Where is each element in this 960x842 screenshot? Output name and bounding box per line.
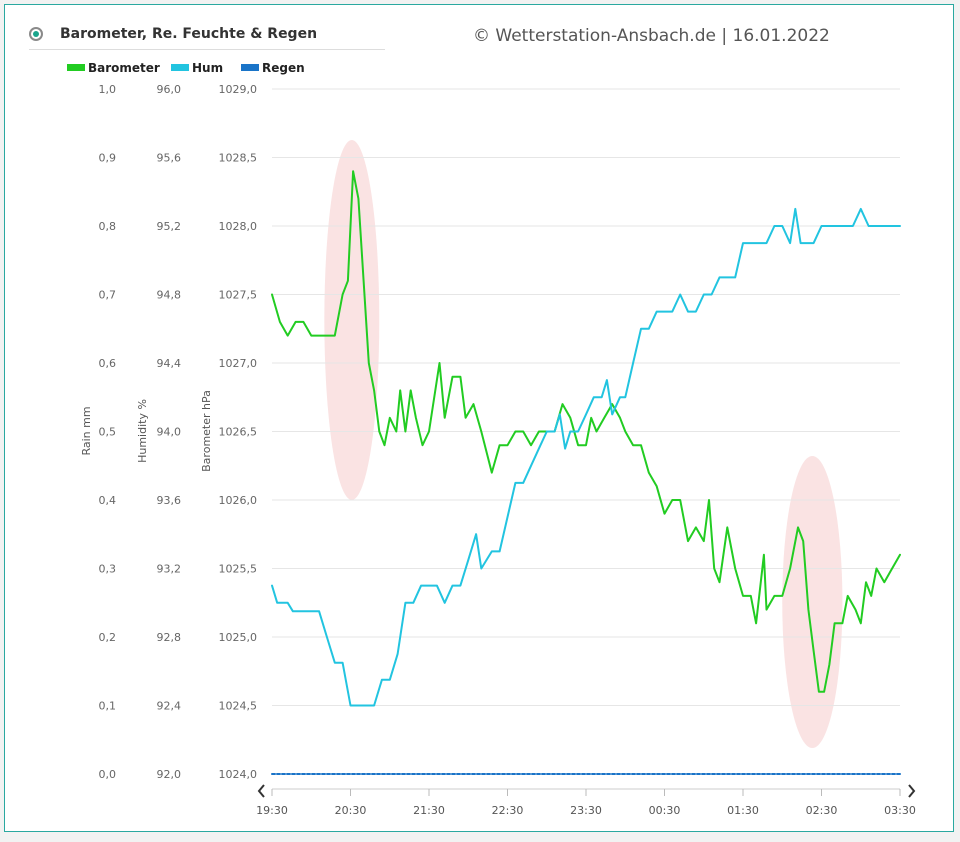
barometer-tick-label: 1026,0 [219, 494, 258, 507]
barometer-tick-label: 1025,0 [219, 631, 258, 644]
rain-axis-title: Rain mm [80, 406, 93, 455]
x-tick-label: 02:30 [806, 804, 838, 817]
humidity-tick-label: 94,4 [157, 357, 182, 370]
barometer-tick-label: 1024,5 [219, 700, 258, 713]
x-tick-label: 01:30 [727, 804, 759, 817]
rain-tick-label: 0,5 [99, 426, 117, 439]
barometer-tick-label: 1025,5 [219, 563, 258, 576]
legend-label-barometer: Barometer [88, 61, 160, 75]
legend-swatch-regen [241, 64, 259, 71]
rain-tick-label: 1,0 [99, 83, 117, 96]
rain-tick-label: 0,9 [99, 152, 117, 165]
rain-tick-label: 0,3 [99, 563, 117, 576]
humidity-tick-label: 94,8 [157, 289, 182, 302]
legend-swatch-barometer [67, 64, 85, 71]
chart-header: Barometer, Re. Feuchte & Regen [29, 25, 385, 50]
x-tick-label: 03:30 [884, 804, 916, 817]
x-tick-label: 22:30 [492, 804, 524, 817]
highlight-ellipse [324, 140, 380, 500]
legend-item-hum[interactable]: Hum [171, 61, 223, 77]
rain-tick-label: 0,4 [99, 494, 117, 507]
x-tick-label: 20:30 [335, 804, 367, 817]
series-radio-button[interactable] [29, 27, 43, 41]
chart-title: Barometer, Re. Feuchte & Regen [60, 26, 318, 42]
rain-tick-label: 0,7 [99, 289, 117, 302]
series-line-hum [271, 207, 901, 707]
legend-label-hum: Hum [192, 61, 224, 75]
legend-item-regen[interactable]: Regen [241, 61, 305, 77]
legend-item-barometer[interactable]: Barometer [67, 61, 160, 77]
legend-swatch-hum [171, 64, 189, 71]
scroll-left-icon[interactable] [257, 784, 265, 798]
x-tick-label: 21:30 [413, 804, 445, 817]
rain-tick-label: 0,2 [99, 631, 117, 644]
barometer-axis-title: Barometer hPa [200, 390, 213, 472]
barometer-tick-label: 1024,0 [219, 768, 258, 781]
copyright-text: © Wetterstation-Ansbach.de | 16.01.2022 [473, 26, 830, 46]
barometer-tick-label: 1027,0 [219, 357, 258, 370]
barometer-tick-label: 1027,5 [219, 289, 258, 302]
humidity-axis-title: Humidity % [136, 399, 149, 463]
rain-tick-label: 0,8 [99, 220, 117, 233]
humidity-tick-label: 93,6 [157, 494, 182, 507]
series-line-barometer [271, 170, 901, 693]
rain-tick-label: 0,1 [99, 700, 117, 713]
humidity-tick-label: 92,4 [157, 700, 182, 713]
barometer-tick-label: 1029,0 [219, 83, 258, 96]
x-tick-label: 23:30 [570, 804, 602, 817]
humidity-tick-label: 94,0 [157, 426, 182, 439]
humidity-tick-label: 95,6 [157, 152, 182, 165]
humidity-tick-label: 92,8 [157, 631, 182, 644]
scroll-right-icon[interactable] [908, 784, 916, 798]
x-tick-label: 19:30 [256, 804, 288, 817]
barometer-tick-label: 1028,0 [219, 220, 258, 233]
rain-tick-label: 0,6 [99, 357, 117, 370]
chart-panel: Barometer, Re. Feuchte & Regen © Wetters… [4, 4, 954, 832]
rain-tick-label: 0,0 [99, 768, 117, 781]
legend-label-regen: Regen [262, 61, 305, 75]
barometer-tick-label: 1026,5 [219, 426, 258, 439]
humidity-tick-label: 93,2 [157, 563, 182, 576]
humidity-tick-label: 96,0 [157, 83, 182, 96]
humidity-tick-label: 95,2 [157, 220, 182, 233]
x-tick-label: 00:30 [649, 804, 681, 817]
barometer-tick-label: 1028,5 [219, 152, 258, 165]
humidity-tick-label: 92,0 [157, 768, 182, 781]
